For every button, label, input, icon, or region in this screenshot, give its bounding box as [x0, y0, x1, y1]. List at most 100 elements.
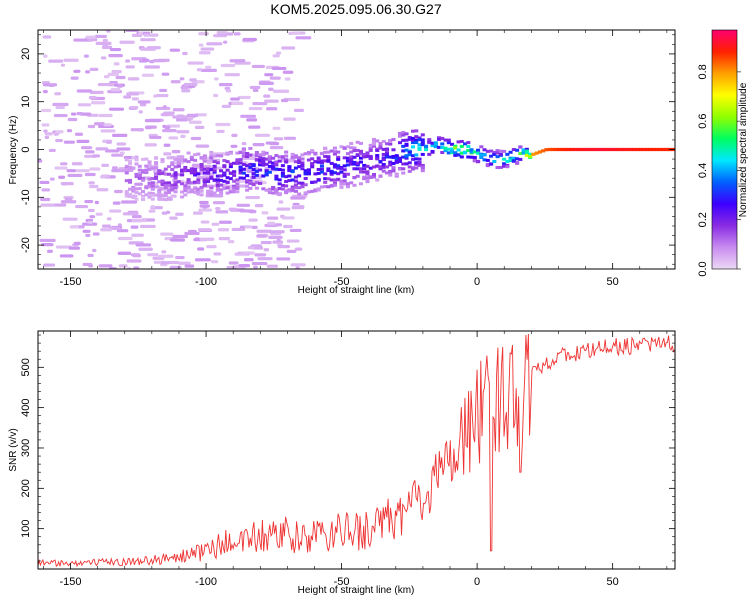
- spectrogram-cell: [220, 63, 236, 68]
- spectrogram-cell: [342, 156, 347, 160]
- spectrogram-cell: [139, 47, 157, 51]
- spectrogram-cell: [131, 189, 136, 193]
- spectrogram-cell: [342, 168, 347, 172]
- spectrogram-cell: [67, 173, 83, 178]
- spectrogram-cell: [349, 162, 354, 166]
- spectrogram-cell: [235, 186, 240, 190]
- spectrogram-cell: [225, 186, 230, 190]
- spectrogram-cell: [228, 165, 233, 169]
- spectrogram-cell: [89, 67, 99, 71]
- spectrogram-cell: [225, 151, 230, 155]
- spectrogram-cell: [410, 129, 416, 133]
- spectrogram-cell: [401, 167, 406, 171]
- spectrogram-cell: [388, 160, 393, 164]
- spectrogram-cell: [277, 193, 282, 197]
- spectrogram-cell: [157, 190, 162, 194]
- spectrogram-cell: [466, 149, 471, 153]
- spectrogram-cell: [150, 166, 155, 170]
- spectrogram-cell: [602, 147, 607, 152]
- spectrogram-cell: [212, 165, 217, 169]
- spectrogram-cell: [263, 248, 270, 252]
- spectrogram-cell: [274, 177, 279, 181]
- spectrogram-cell: [113, 62, 120, 66]
- spectrogram-cell: [401, 155, 406, 159]
- snr-series-line: [38, 333, 675, 568]
- spectrogram-cell: [63, 140, 75, 144]
- spectrogram-cell: [215, 206, 221, 211]
- spectrogram-cell: [170, 186, 175, 190]
- spectrogram-cell: [336, 155, 341, 159]
- spectrogram-cell: [202, 154, 207, 158]
- spectrogram-cell: [417, 143, 422, 147]
- spectrogram-cell: [297, 159, 302, 163]
- spectrogram-cell: [127, 159, 133, 163]
- spectrogram-cell: [124, 168, 129, 172]
- spectrogram-cell: [114, 189, 123, 194]
- spectrogram-cell: [127, 193, 133, 197]
- spectrogram-cell: [102, 38, 109, 43]
- spectrogram-cell: [397, 156, 403, 160]
- spectrogram-cell: [183, 159, 188, 163]
- spectrogram-cell: [339, 180, 344, 184]
- spectrogram-cell: [154, 172, 159, 176]
- spectrogram-cell: [306, 172, 311, 176]
- spectrogram-cell: [194, 125, 205, 129]
- spectrogram-cell: [131, 233, 144, 237]
- spectrogram-cell: [284, 189, 289, 193]
- spectrogram-cell: [161, 72, 170, 76]
- spectrogram-cell: [528, 152, 533, 156]
- spectrogram-cell: [116, 84, 123, 88]
- spectrogram-cell: [124, 191, 129, 195]
- spectrogram-cell: [286, 249, 297, 253]
- spectrogram-cell: [134, 158, 139, 162]
- spectrogram-cell: [66, 169, 77, 173]
- spectrogram-cell: [88, 181, 95, 185]
- spectrogram-cell: [219, 154, 224, 158]
- spectrogram-cell: [511, 156, 516, 160]
- spectrogram-cell: [126, 259, 142, 263]
- spectrogram-cell: [282, 70, 294, 74]
- spectrogram-cell: [381, 169, 386, 173]
- spectrogram-cell: [225, 191, 230, 195]
- spectrogram-cell: [319, 185, 324, 189]
- spectrogram-cell: [518, 152, 523, 156]
- spectrogram-cell: [47, 249, 53, 253]
- spectrogram-cell: [232, 161, 237, 165]
- spectrogram-cell: [404, 154, 409, 158]
- spectrogram-cell: [358, 167, 363, 171]
- spectrogram-cell: [394, 173, 399, 177]
- spectrogram-cell: [615, 147, 620, 152]
- spectrogram-cell: [134, 197, 139, 201]
- spectrogram-cell: [43, 129, 48, 133]
- spectrogram-cell: [140, 38, 156, 42]
- spectrogram-cell: [75, 169, 90, 173]
- spectrogram-cell: [267, 221, 275, 225]
- spectrogram-cell: [336, 150, 341, 154]
- spectrogram-cell: [658, 147, 663, 152]
- spectrogram-cell: [163, 172, 168, 176]
- spectrogram-cell: [289, 228, 302, 233]
- spectrogram-cell: [93, 122, 105, 126]
- spectrogram-cell: [144, 168, 149, 172]
- spectrogram-cell: [202, 180, 207, 184]
- spectrogram-cell: [160, 158, 165, 162]
- spectrogram-cell: [635, 147, 640, 152]
- spectrogram-cell: [241, 142, 247, 146]
- spectrogram-cell: [241, 176, 246, 180]
- spectrogram-cell: [173, 165, 178, 169]
- spectrogram-cell: [466, 141, 471, 145]
- spectrogram-cell: [158, 254, 174, 258]
- spectrogram-cell: [560, 147, 565, 152]
- colorbar-tick-label: 0.4: [697, 163, 709, 178]
- spectrogram-cell: [101, 42, 108, 46]
- spectrogram-cell: [417, 157, 422, 161]
- spectrogram-cell: [381, 139, 386, 143]
- spectrogram-cell: [339, 170, 344, 174]
- spectrogram-cell: [186, 169, 191, 173]
- spectrogram-cell: [521, 148, 526, 152]
- spectrogram-cell: [215, 210, 229, 214]
- spectrogram-cell: [251, 64, 265, 69]
- spectrogram-cell: [144, 65, 160, 69]
- spectrogram-cell: [206, 167, 211, 171]
- spectrogram-cell: [193, 180, 198, 184]
